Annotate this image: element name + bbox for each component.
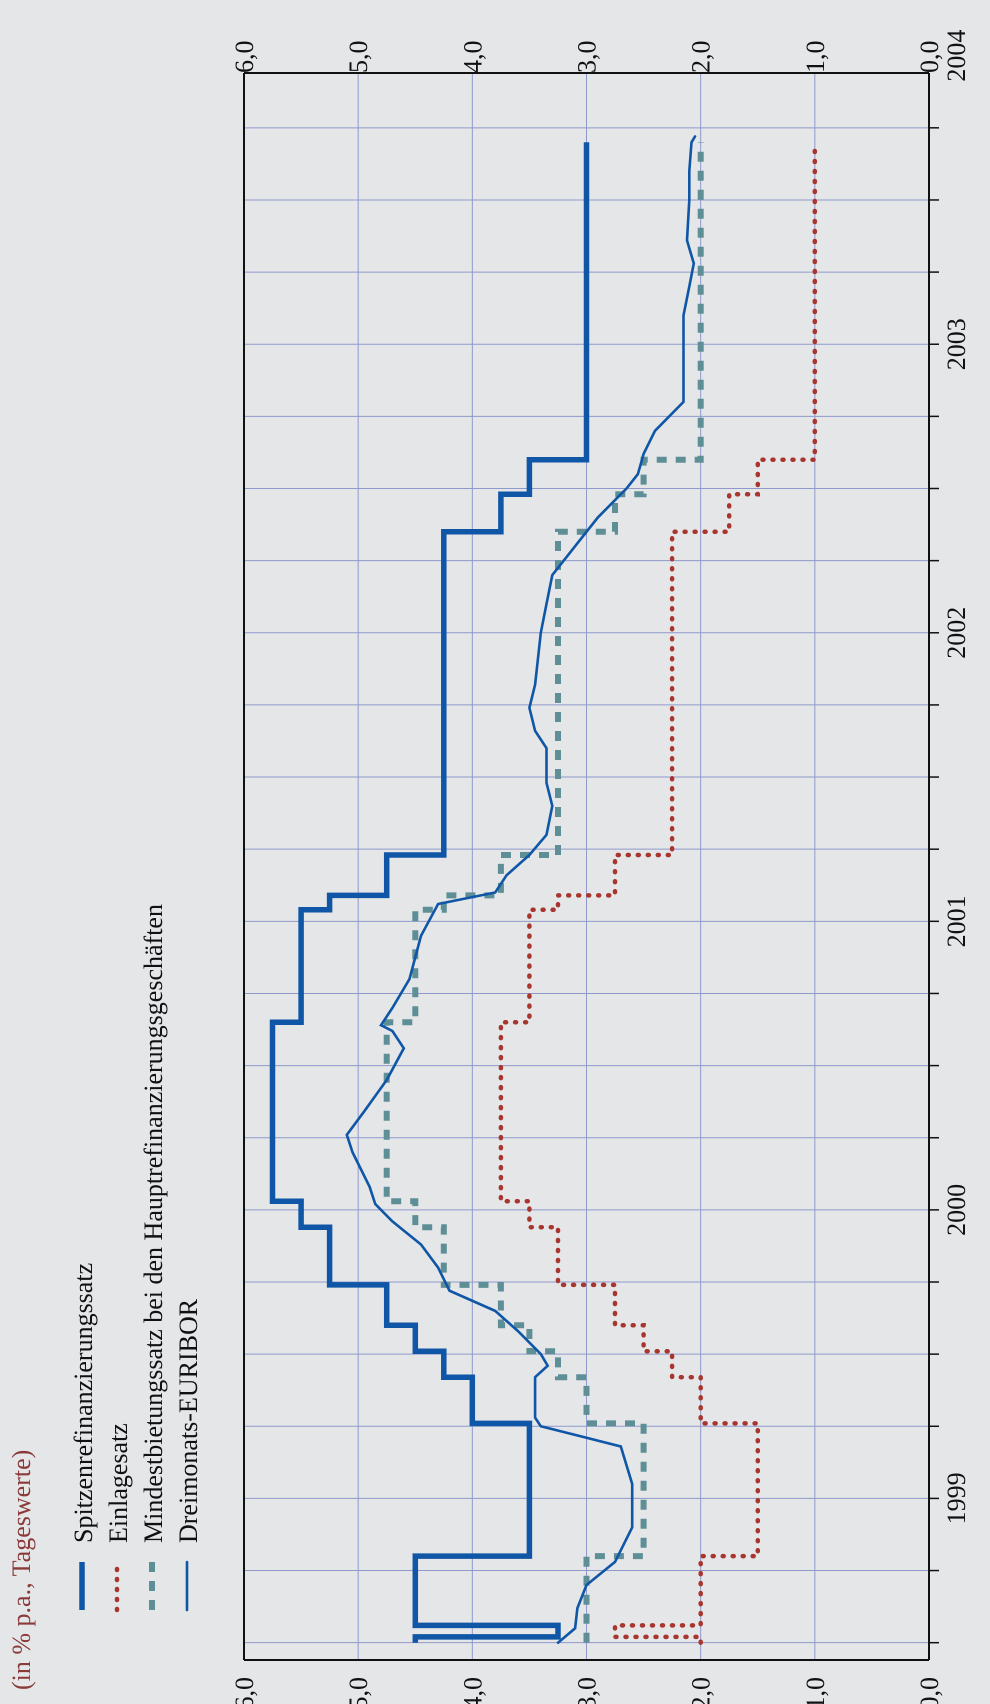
x-tick-label-2003: 2003 (942, 318, 971, 370)
y-tick-label-right-2: 2,0 (687, 41, 716, 74)
tick-labels: 0,0 0,0 1,0 1,0 2,0 2,0 3,0 3,0 4,0 4,0 5,0 5,0 6,0 6… (230, 30, 971, 1704)
y-tick-label-right-0: 0,0 (915, 41, 944, 74)
y-tick-label-right-6: 6,0 (230, 41, 259, 74)
series-line-0 (269, 142, 590, 1643)
x-tick-label-2001: 2001 (942, 895, 971, 947)
series-line-2 (383, 142, 704, 1643)
legend-label-1: Einlagesatz (104, 1423, 133, 1543)
legend-label-3: Dreimonats-EURIBOR (174, 1298, 203, 1543)
legend-label-0: Spitzenrefinanzierungssatz (69, 1263, 98, 1543)
y-tick-label-left-2: 2,0 (687, 1677, 716, 1704)
y-tick-label-right-3: 3,0 (573, 41, 602, 74)
y-tick-label-left-5: 5,0 (344, 1677, 373, 1704)
y-tick-label-right-5: 5,0 (344, 41, 373, 74)
legend: Spitzenrefinanzierungssatz Einlagesatz Min… (69, 904, 203, 1613)
series-line-3 (345, 135, 697, 1644)
y-tick-label-left-0: 0,0 (915, 1677, 944, 1704)
note-label: (in % p.a., Tageswerte) (7, 1450, 36, 1690)
series-line-1 (498, 140, 818, 1645)
x-tick-label-1999: 1999 (942, 1472, 971, 1524)
y-tick-label-left-1: 1,0 (801, 1677, 830, 1704)
series-lines (269, 135, 818, 1645)
y-tick-label-left-3: 3,0 (573, 1677, 602, 1704)
y-tick-label-left-4: 4,0 (458, 1677, 487, 1704)
y-tick-label-left-6: 6,0 (230, 1677, 259, 1704)
x-tick-label-2002: 2002 (942, 607, 971, 659)
y-tick-label-right-1: 1,0 (801, 41, 830, 74)
y-tick-label-right-4: 4,0 (458, 41, 487, 74)
x-tick-label-2004: 2004 (942, 30, 971, 82)
note-group: (in % p.a., Tageswerte) (7, 1450, 36, 1690)
legend-label-2: Mindestbietungssatz bei den Hauptrefinan… (139, 904, 168, 1543)
x-tick-label-2000: 2000 (942, 1184, 971, 1236)
